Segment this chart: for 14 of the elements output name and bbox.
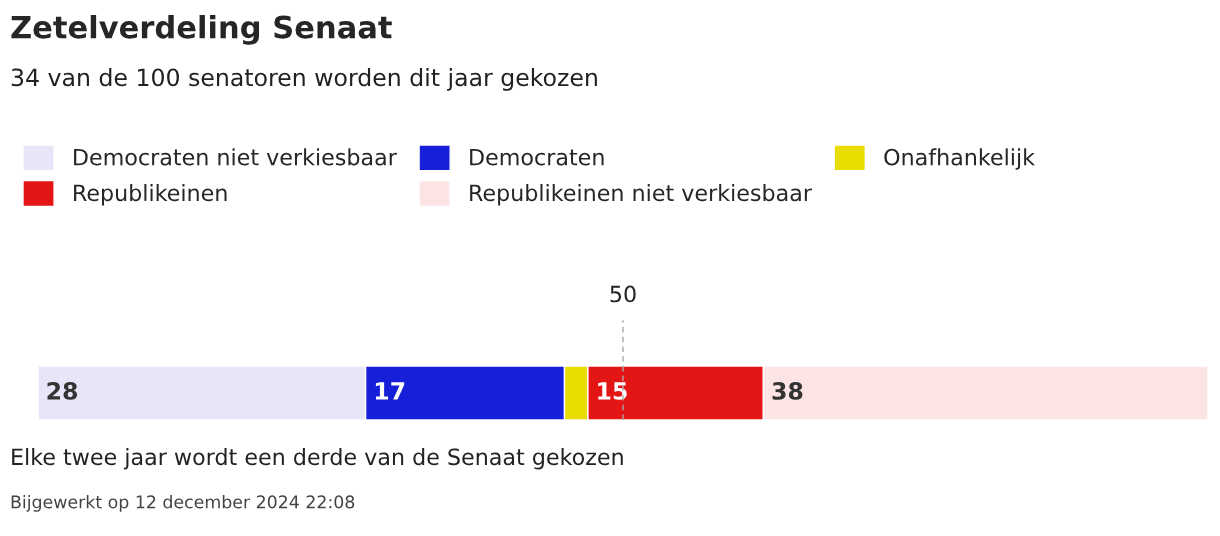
legend-label: Republikeinen — [74, 184, 227, 206]
data-label: 28 — [47, 382, 78, 400]
legend-label: Democraten — [470, 149, 604, 166]
legend-label: Republikeinen niet verkiesbaar — [470, 184, 812, 206]
legend-label: Onafhankelijk — [884, 148, 1035, 170]
data-label: 15 — [598, 382, 627, 400]
data-label: 17 — [375, 382, 405, 400]
text: Bijgewerkt op 12 december 2024 22:08 — [11, 495, 355, 512]
data-label: 38 — [772, 382, 803, 400]
text: Elke twee jaar wordt een derde van de Senaat gekozen — [12, 448, 623, 470]
legend-label: Democraten niet verkiesbaar — [74, 148, 397, 166]
chart-title: Zetelverdeling Senaat — [11, 15, 392, 45]
ref-line-label: 50 — [610, 285, 636, 303]
chart-subtitle: 34 van de 100 senatoren worden dit jaar gekozen — [11, 68, 597, 91]
